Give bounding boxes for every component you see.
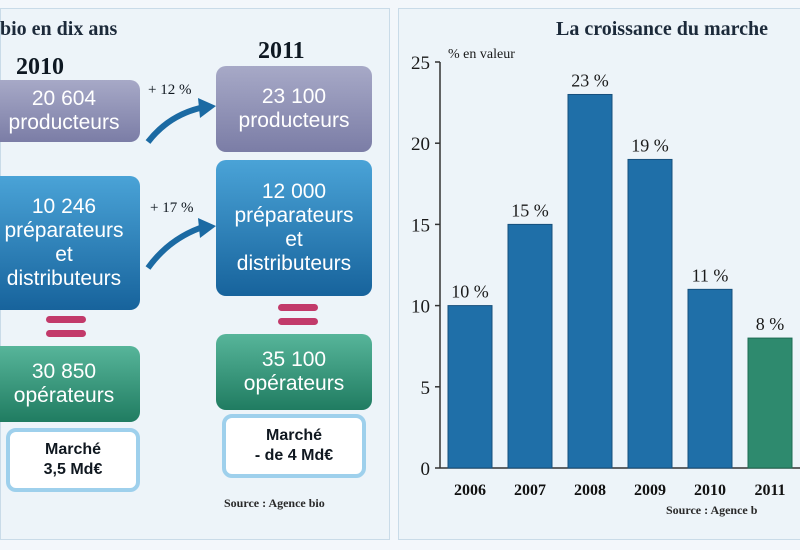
x-tick-label: 2011 <box>754 482 785 499</box>
operators-2011-count: 35 100 <box>261 348 327 371</box>
y-tick-label: 25 <box>411 53 430 74</box>
left-source: Source : Agence bio <box>224 496 325 510</box>
bar-2008 <box>567 93 613 469</box>
bar-value-label: 11 % <box>692 265 729 285</box>
year-2011-label: 2011 <box>258 38 305 64</box>
chart-source: Source : Agence b <box>666 503 758 517</box>
bar-value-label: 8 % <box>756 314 785 334</box>
equal-sign-top-2010 <box>46 316 86 323</box>
preparers-2010-distrib: distributeurs <box>6 267 122 290</box>
market-2011-box: Marché - de 4 Md€ <box>222 414 366 478</box>
producers-2010-box: 20 604 producteurs <box>0 80 140 142</box>
x-tick-label: 2010 <box>694 482 726 499</box>
preparers-arrowhead <box>198 218 216 238</box>
producers-2011-count: 23 100 <box>261 85 327 108</box>
y-axis-label: % en valeur <box>448 47 515 62</box>
producers-2011-label: producteurs <box>238 109 350 132</box>
market-2010-label: Marché <box>44 441 102 458</box>
preparers-2010-count: 10 246 <box>31 195 97 218</box>
market-2010-box: Marché 3,5 Md€ <box>6 428 140 492</box>
market-2010-value: 3,5 Md€ <box>43 461 103 478</box>
preparers-2010-label: préparateurs <box>4 219 124 242</box>
bar-2011 <box>747 337 793 469</box>
left-title: bio en dix ans <box>0 18 118 40</box>
chart-title: La croissance du marche <box>556 18 769 40</box>
bar-value-label: 15 % <box>511 200 549 220</box>
operators-2010-box: 30 850 opérateurs <box>0 346 140 422</box>
y-tick-label: 15 <box>411 215 430 236</box>
preparers-2010-and: et <box>55 243 73 266</box>
y-tick-label: 10 <box>411 297 430 318</box>
x-tick-label: 2007 <box>514 482 546 499</box>
x-tick-label: 2009 <box>634 482 666 499</box>
preparers-2011-and: et <box>285 228 303 251</box>
bar-value-label: 19 % <box>631 135 669 155</box>
x-tick-label: 2006 <box>454 482 486 499</box>
preparers-2011-label: préparateurs <box>234 204 354 227</box>
y-tick-label: 0 <box>421 459 431 480</box>
producers-2010-count: 20 604 <box>31 87 97 110</box>
growth-arrows <box>145 98 216 270</box>
y-tick-label: 5 <box>421 378 431 399</box>
x-tick-label: 2008 <box>574 482 606 499</box>
preparers-growth-label: + 17 % <box>150 200 194 216</box>
producers-2010-label: producteurs <box>8 111 120 134</box>
preparers-2010-box: 10 246 préparateurs et distributeurs <box>0 176 140 310</box>
preparers-growth-arrow <box>145 225 202 270</box>
y-tick-label: 20 <box>411 134 430 155</box>
producers-growth-arrow <box>145 105 201 144</box>
producers-growth-label: + 12 % <box>148 82 192 98</box>
bar-2010 <box>687 288 733 469</box>
bar-value-label: 23 % <box>571 70 609 90</box>
equal-sign-bottom-2010 <box>46 330 86 337</box>
preparers-2011-count: 12 000 <box>261 180 327 203</box>
operators-2011-label: opérateurs <box>243 372 345 395</box>
equal-sign-top-2011 <box>278 304 318 311</box>
market-2011-label: Marché <box>265 427 323 444</box>
market-2011-value: - de 4 Md€ <box>254 447 334 464</box>
operators-2011-box: 35 100 opérateurs <box>216 334 372 410</box>
bar-2009 <box>627 158 673 469</box>
producers-arrowhead <box>198 98 216 118</box>
bar-chart: 0 5 10 15 20 25 % en valeur 10 % 2006 15 % 2007 2… <box>411 47 800 517</box>
bar-2007 <box>507 223 553 469</box>
operators-2010-count: 30 850 <box>31 360 97 383</box>
preparers-2011-box: 12 000 préparateurs et distributeurs <box>216 160 372 296</box>
preparers-2011-distrib: distributeurs <box>236 252 352 275</box>
year-2010-label: 2010 <box>16 54 64 80</box>
operators-2010-label: opérateurs <box>13 384 115 407</box>
bar-2006 <box>447 305 493 469</box>
equal-sign-bottom-2011 <box>278 318 318 325</box>
producers-2011-box: 23 100 producteurs <box>216 66 372 152</box>
bar-value-label: 10 % <box>451 282 489 302</box>
